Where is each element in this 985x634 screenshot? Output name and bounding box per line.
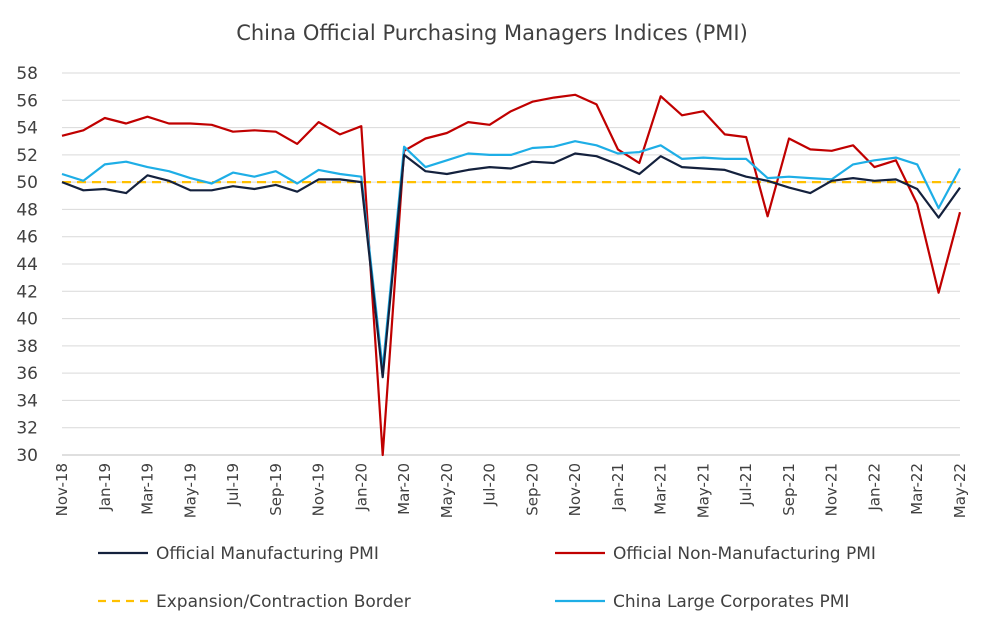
series-line-official-manufacturing-pmi — [61, 152, 961, 379]
series-lines — [61, 93, 962, 457]
x-tick-label: Nov-18 — [53, 463, 71, 516]
x-tick-label: Mar-19 — [139, 463, 157, 515]
x-tick-label: Nov-21 — [823, 463, 841, 516]
x-tick-label: Jan-19 — [96, 463, 114, 512]
series-line-official-non-manufacturing-pmi — [61, 93, 962, 457]
x-tick-label: Mar-20 — [395, 463, 413, 515]
y-tick-label: 50 — [16, 173, 38, 193]
legend: Official Manufacturing PMI Official Non-M… — [98, 544, 876, 612]
x-tick-label: Jan-21 — [609, 463, 627, 512]
chart-title: China Official Purchasing Managers Indic… — [236, 21, 748, 45]
y-tick-label: 44 — [16, 255, 38, 275]
x-tick-label: Mar-22 — [908, 463, 926, 515]
x-tick-label: Sep-20 — [523, 463, 541, 516]
y-tick-label: 58 — [16, 64, 38, 84]
series-line-china-large-corporates-pmi — [61, 140, 961, 371]
y-tick-label: 34 — [16, 391, 38, 411]
legend-label: Official Non-Manufacturing PMI — [613, 544, 876, 564]
x-tick-label: Jan-20 — [352, 463, 370, 512]
x-tick-label: Sep-21 — [780, 463, 798, 516]
x-tick-label: May-19 — [181, 463, 199, 518]
y-tick-label: 36 — [16, 364, 38, 384]
x-tick-label: Mar-21 — [652, 463, 670, 515]
legend-label: Official Manufacturing PMI — [156, 544, 379, 564]
x-tick-label: Jul-21 — [737, 463, 755, 507]
y-tick-label: 48 — [16, 200, 38, 220]
y-tick-label: 42 — [16, 282, 38, 302]
grid-lines — [62, 72, 960, 429]
y-tick-label: 56 — [16, 91, 38, 111]
y-tick-label: 52 — [16, 146, 38, 166]
y-tick-label: 30 — [16, 446, 38, 466]
legend-label: Expansion/Contraction Border — [156, 592, 411, 612]
x-tick-label: Sep-19 — [267, 463, 285, 516]
x-tick-label: Jan-22 — [865, 463, 883, 512]
x-tick-label: May-22 — [951, 463, 969, 518]
x-tick-label: Nov-19 — [310, 463, 328, 516]
y-tick-label: 38 — [16, 337, 38, 357]
y-tick-label: 54 — [16, 119, 38, 139]
x-tick-label: May-21 — [694, 463, 712, 518]
x-tick-label: May-20 — [438, 463, 456, 518]
x-tick-label: Nov-20 — [566, 463, 584, 516]
x-tick-label: Jul-19 — [224, 463, 242, 507]
y-tick-label: 40 — [16, 310, 38, 330]
x-axis-tick-labels: Nov-18 Jan-19 Mar-19 May-19 Jul-19 Sep-19 Nov-… — [53, 463, 969, 518]
y-tick-label: 46 — [16, 228, 38, 248]
y-tick-label: 32 — [16, 419, 38, 439]
x-tick-label: Jul-20 — [481, 463, 499, 507]
y-axis-tick-labels: 30 32 34 36 38 40 42 44 46 48 50 52 54 56 58 — [16, 64, 38, 466]
legend-label: China Large Corporates PMI — [613, 592, 849, 612]
